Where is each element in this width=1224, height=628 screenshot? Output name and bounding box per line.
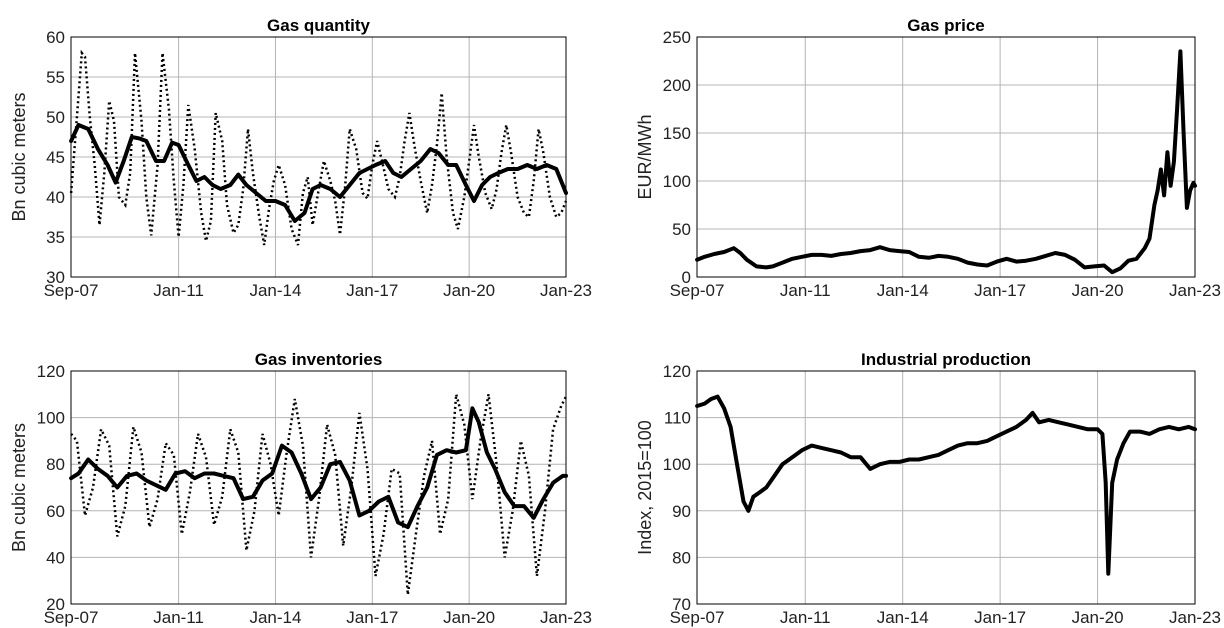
y-tick-label: 35 <box>46 228 65 247</box>
x-tick-label: Jan-20 <box>443 608 495 627</box>
x-tick-label: Jan-11 <box>153 281 204 300</box>
x-tick-label: Jan-14 <box>249 281 301 300</box>
x-tick-label: Jan-14 <box>249 608 301 627</box>
plot-frame <box>696 36 1196 278</box>
y-axis-label: Bn cubic meters <box>9 92 29 221</box>
chart-title: Gas quantity <box>267 16 371 35</box>
series-line-dotted <box>70 393 568 595</box>
x-tick-label: Jan-11 <box>153 608 204 627</box>
x-tick-label: Sep-07 <box>44 608 99 627</box>
chart-title: Gas inventories <box>255 350 383 369</box>
x-tick-label: Jan-17 <box>974 281 1026 300</box>
y-tick-label: 120 <box>37 362 65 381</box>
y-tick-label: 80 <box>672 548 691 567</box>
x-tick-label: Jan-20 <box>1072 608 1124 627</box>
series-line-solid <box>69 123 568 223</box>
x-tick-label: Jan-23 <box>1169 608 1221 627</box>
y-tick-label: 40 <box>46 188 65 207</box>
y-tick-label: 60 <box>46 28 65 47</box>
plot-frame <box>70 36 567 278</box>
x-tick-label: Jan-20 <box>443 281 495 300</box>
x-tick-label: Jan-23 <box>540 281 592 300</box>
x-tick-label: Jan-23 <box>540 608 592 627</box>
plot-frame <box>70 370 567 605</box>
y-tick-label: 40 <box>46 548 65 567</box>
chart-gas-inventories: Sep-07 Jan-11 Jan-14 Jan-17 Jan-20 Jan-23 20 40… <box>9 350 592 627</box>
y-tick-label: 30 <box>46 268 65 287</box>
x-tick-label: Jan-11 <box>780 281 831 300</box>
y-tick-label: 100 <box>663 172 691 191</box>
y-tick-label: 70 <box>672 595 691 614</box>
y-tick-label: 100 <box>663 455 691 474</box>
y-tick-label: 150 <box>663 124 691 143</box>
y-tick-label: 250 <box>663 28 691 47</box>
y-axis-label: Index, 2015=100 <box>635 420 655 555</box>
chart-gas-quantity: Sep-07 Jan-11 Jan-14 Jan-17 Jan-20 Jan-23 30 35… <box>9 16 592 300</box>
series-line-solid <box>695 49 1197 275</box>
y-tick-label: 20 <box>46 595 65 614</box>
plot-frame <box>696 370 1196 605</box>
y-tick-label: 100 <box>37 409 65 428</box>
x-tick-label: Sep-07 <box>44 281 99 300</box>
y-tick-label: 110 <box>664 409 691 428</box>
series-line-solid <box>69 406 568 530</box>
y-tick-label: 50 <box>672 220 691 239</box>
chart-gas-price: Sep-07 Jan-11 Jan-14 Jan-17 Jan-20 Jan-23 0 50 1… <box>635 16 1221 300</box>
series-line-dotted <box>69 49 568 246</box>
x-tick-label: Jan-17 <box>346 608 398 627</box>
y-tick-label: 45 <box>46 148 65 167</box>
y-tick-label: 0 <box>682 268 691 287</box>
x-tick-label: Jan-11 <box>780 608 831 627</box>
y-tick-label: 55 <box>46 68 65 87</box>
x-tick-label: Jan-17 <box>974 608 1026 627</box>
y-tick-label: 80 <box>46 455 65 474</box>
x-tick-label: Jan-17 <box>346 281 398 300</box>
x-tick-label: Sep-07 <box>670 608 725 627</box>
y-tick-label: 60 <box>46 502 65 521</box>
y-axis-label: EUR/MWh <box>635 115 655 200</box>
y-tick-label: 120 <box>663 362 691 381</box>
y-tick-label: 200 <box>663 76 691 95</box>
x-tick-label: Jan-14 <box>877 281 929 300</box>
x-tick-label: Jan-20 <box>1072 281 1124 300</box>
x-tick-label: Sep-07 <box>670 281 725 300</box>
y-tick-label: 50 <box>46 108 65 127</box>
y-axis-label: Bn cubic meters <box>9 423 29 552</box>
x-tick-label: Jan-23 <box>1169 281 1221 300</box>
chart-title: Industrial production <box>861 350 1031 369</box>
series-line-solid <box>695 394 1197 576</box>
chart-title: Gas price <box>907 16 985 35</box>
y-tick-label: 90 <box>672 502 691 521</box>
chart-industrial-production: Sep-07 Jan-11 Jan-14 Jan-17 Jan-20 Jan-23 70 80… <box>635 350 1221 627</box>
x-tick-label: Jan-14 <box>877 608 929 627</box>
